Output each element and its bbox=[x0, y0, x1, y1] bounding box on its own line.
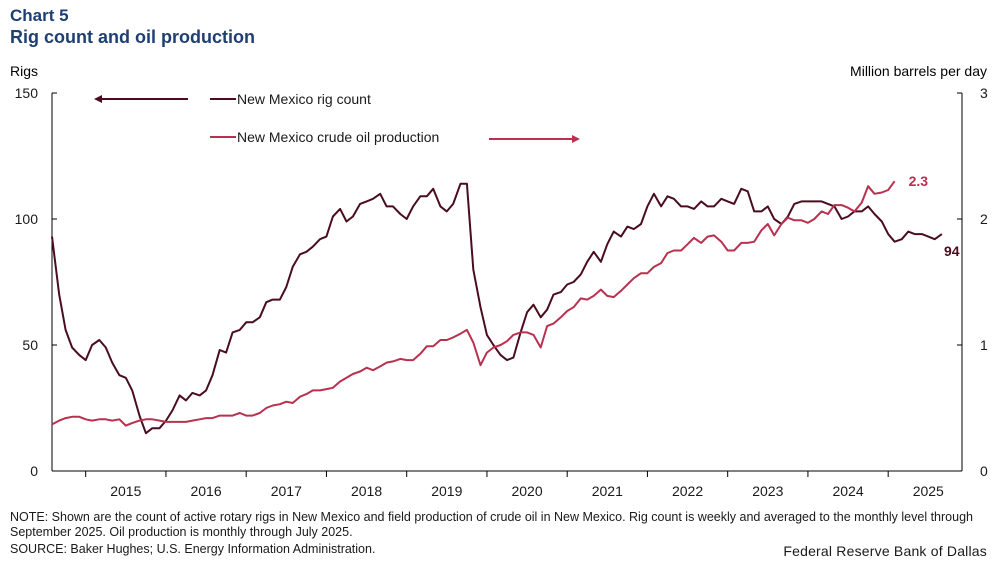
end-labels: 942.3 bbox=[909, 173, 960, 259]
left-tick-label: 0 bbox=[30, 463, 38, 479]
x-tick-label: 2025 bbox=[913, 483, 944, 499]
left-tick-label: 100 bbox=[15, 211, 39, 227]
rig-end-label: 94 bbox=[944, 243, 960, 259]
right-tick-label: 0 bbox=[980, 463, 988, 479]
publisher-credit: Federal Reserve Bank of Dallas bbox=[783, 543, 987, 559]
left-axis-label: Rigs bbox=[10, 63, 38, 79]
axis-lines bbox=[51, 93, 963, 472]
chart-number: Chart 5 bbox=[10, 6, 69, 25]
left-tick-label: 150 bbox=[15, 85, 39, 101]
oil-legend-label: New Mexico crude oil production bbox=[237, 129, 439, 145]
chart-note: NOTE: Shown are the count of active rota… bbox=[10, 510, 973, 539]
rig-count-line bbox=[51, 182, 943, 435]
x-tick-label: 2017 bbox=[271, 483, 302, 499]
oil-legend-arrowhead bbox=[572, 135, 580, 143]
series-lines bbox=[51, 180, 943, 435]
x-tick-label: 2016 bbox=[190, 483, 221, 499]
x-tick-label: 2023 bbox=[752, 483, 783, 499]
left-tick-label: 50 bbox=[22, 337, 38, 353]
right-tick-label: 3 bbox=[980, 85, 988, 101]
chart-title: Rig count and oil production bbox=[10, 27, 255, 47]
x-tick-label: 2018 bbox=[351, 483, 382, 499]
oil-production-line bbox=[51, 180, 896, 427]
x-tick-label: 2022 bbox=[672, 483, 703, 499]
rig-legend-label: New Mexico rig count bbox=[237, 91, 371, 107]
x-tick-label: 2015 bbox=[110, 483, 141, 499]
right-axis-label: Million barrels per day bbox=[850, 63, 987, 79]
chart-source: SOURCE: Baker Hughes; U.S. Energy Inform… bbox=[10, 542, 376, 556]
x-tick-label: 2020 bbox=[511, 483, 542, 499]
x-tick-label: 2019 bbox=[431, 483, 462, 499]
x-tick-label: 2024 bbox=[832, 483, 863, 499]
rig-legend-arrowhead bbox=[94, 95, 102, 103]
axis-ticks: 0 50 100 150 0 1 2 3 2015 2016 2017 2018 2019 2020 202… bbox=[15, 85, 988, 499]
right-tick-label: 2 bbox=[980, 211, 988, 227]
oil-end-label: 2.3 bbox=[909, 173, 929, 189]
x-tick-label: 2021 bbox=[592, 483, 623, 499]
chart-plot: Rigs Million barrels per day 0 50 100 150 0 1… bbox=[10, 63, 988, 499]
legend: New Mexico rig count New Mexico crude oil… bbox=[94, 91, 580, 145]
right-tick-label: 1 bbox=[980, 337, 988, 353]
